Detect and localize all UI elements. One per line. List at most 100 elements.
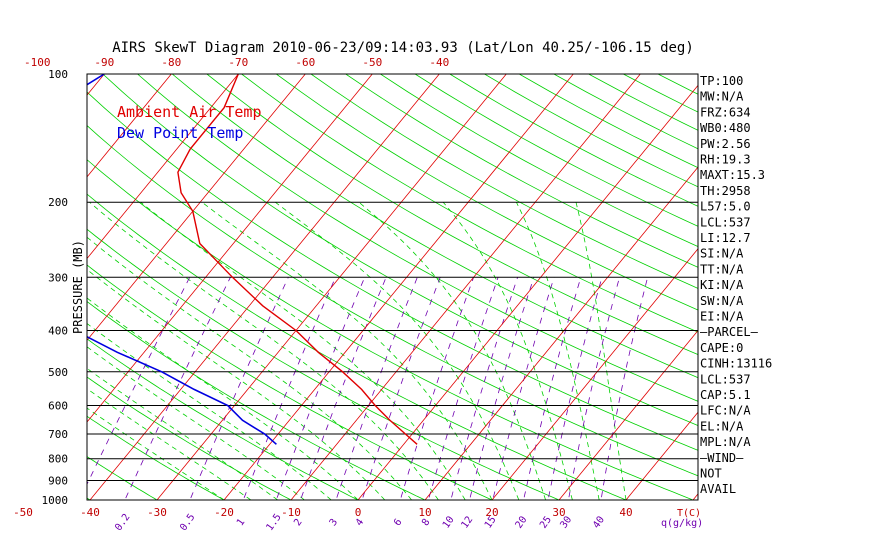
moist-adiabat-line: [87, 388, 252, 500]
isotherm-line: [87, 74, 306, 341]
mixing-ratio-label: 0.2: [113, 512, 132, 533]
index-item: SW:N/A: [700, 294, 744, 308]
index-item: —PARCEL—: [700, 325, 759, 339]
dry-adiabat-line: [87, 228, 561, 500]
moist-adiabat-line: [275, 201, 520, 500]
index-item: EI:N/A: [700, 310, 744, 324]
dry-adiabat-line: [206, 74, 698, 356]
index-item: AVAIL: [700, 482, 736, 496]
mixing-ratio-line: [450, 277, 518, 500]
y-axis-label: PRESSURE (MB): [71, 240, 85, 334]
mixing-ratio-label: 8: [420, 517, 432, 528]
mixing-ratio-line: [547, 277, 603, 500]
dry-adiabat-line: [87, 415, 225, 500]
top-temp-tick-labels: -120-110-100-90-80-70-60-50-40: [24, 56, 449, 69]
isotherm-line: [156, 74, 507, 500]
bottom-temp-tick-label: -50: [13, 506, 33, 519]
isotherm-lines: [0, 74, 870, 500]
pressure-tick-label: 600: [48, 400, 68, 413]
moist-adiabat-line: [442, 201, 573, 500]
pressure-tick-label: 1000: [42, 494, 69, 507]
index-item: KI:N/A: [700, 278, 744, 292]
index-item: CAP:5.1: [700, 388, 751, 402]
dry-adiabat-lines: [87, 74, 698, 500]
isotherm-line: [760, 74, 870, 500]
mixing-ratio-label: 6: [392, 517, 404, 528]
mixing-ratio-line: [523, 277, 582, 500]
dry-adiabat-line: [380, 74, 698, 248]
dry-adiabat-line: [519, 74, 698, 169]
bottom-temp-tick-label: 30: [552, 506, 565, 519]
isotherm-line: [290, 74, 641, 500]
bottom-temp-tick-label: -40: [80, 506, 100, 519]
dry-adiabat-line: [87, 159, 695, 500]
moist-adiabat-line: [87, 346, 305, 500]
index-item: RH:19.3: [700, 153, 751, 167]
moist-adiabat-line: [516, 202, 600, 500]
isobar-lines: [87, 73, 698, 501]
dry-adiabat-line: [87, 301, 426, 500]
index-item: CINH:13116: [700, 357, 772, 371]
index-item: CAPE:0: [700, 341, 743, 355]
bottom-temp-tick-label: 20: [485, 506, 498, 519]
mixing-ratio-line: [567, 277, 620, 500]
mixing-ratio-line: [242, 277, 336, 500]
mixing-ratio-line: [492, 277, 555, 500]
top-temp-tick-label: -40: [429, 56, 449, 69]
dry-adiabat-line: [241, 74, 698, 333]
index-item: TH:2958: [700, 184, 751, 198]
index-item: PW:2.56: [700, 137, 751, 151]
isotherm-line: [357, 84, 698, 500]
dry-adiabat-line: [87, 125, 698, 477]
pressure-tick-label: 800: [48, 453, 68, 466]
isotherm-line: [87, 74, 239, 260]
dry-adiabat-line: [276, 74, 698, 311]
legend-ambient-air-temp: Ambient Air Temp: [117, 103, 262, 121]
mixing-ratio-line: [600, 277, 648, 500]
mixing-ratio-label: 1: [235, 517, 247, 528]
index-item: LI:12.7: [700, 231, 751, 245]
top-temp-tick-label: -50: [362, 56, 382, 69]
mixing-ratio-label: 20: [514, 514, 530, 530]
mixing-ratio-lines: [87, 277, 648, 500]
mixing-unit-label: q(g/kg): [661, 518, 703, 529]
top-temp-tick-label: -90: [94, 56, 114, 69]
mixing-ratio-line: [469, 277, 535, 500]
plot-frame: [86, 73, 699, 501]
mixing-ratio-line: [399, 277, 474, 500]
pressure-tick-label: 300: [48, 271, 68, 284]
chart-title: AIRS SkewT Diagram 2010-06-23/09:14:03.9…: [112, 40, 694, 56]
index-item: LCL:537: [700, 372, 751, 386]
pressure-tick-label: 200: [48, 196, 68, 209]
index-item: TP:100: [700, 74, 743, 88]
isotherm-line: [223, 74, 574, 500]
mixing-ratio-label: 3: [328, 517, 340, 528]
isotherm-line: [0, 74, 37, 500]
dry-adiabat-line: [657, 74, 698, 95]
dry-adiabat-line: [449, 74, 698, 207]
index-item: SI:N/A: [700, 247, 744, 261]
mixing-ratio-line: [335, 277, 418, 500]
index-item: EL:N/A: [700, 419, 744, 433]
isotherm-line: [89, 74, 440, 500]
dry-adiabat-line: [345, 74, 698, 268]
index-item: NOT: [700, 467, 722, 481]
isotherm-line: [491, 248, 698, 500]
dry-adiabat-line: [102, 74, 698, 426]
bottom-temp-tick-label: 10: [418, 506, 431, 519]
bottom-temp-tick-label: -20: [214, 506, 234, 519]
moist-adiabat-line: [87, 367, 278, 500]
bottom-temp-tick-label: 0: [355, 506, 362, 519]
index-item: —WIND—: [700, 451, 744, 465]
pressure-tick-labels: 100 200 300 400 500 600 700 800 900 1000: [42, 68, 69, 507]
legend-dew-point-temp: Dew Point Temp: [117, 124, 243, 142]
mixing-ratio-label: 12: [459, 514, 475, 530]
top-temp-tick-label: -60: [295, 56, 315, 69]
dry-adiabat-line: [171, 74, 698, 379]
pressure-tick-label: 400: [48, 325, 68, 338]
temp-unit-label: T(C): [677, 508, 701, 519]
index-item: MW:N/A: [700, 90, 744, 104]
mixing-ratio-line: [275, 277, 366, 500]
index-item: FRZ:634: [700, 105, 751, 119]
